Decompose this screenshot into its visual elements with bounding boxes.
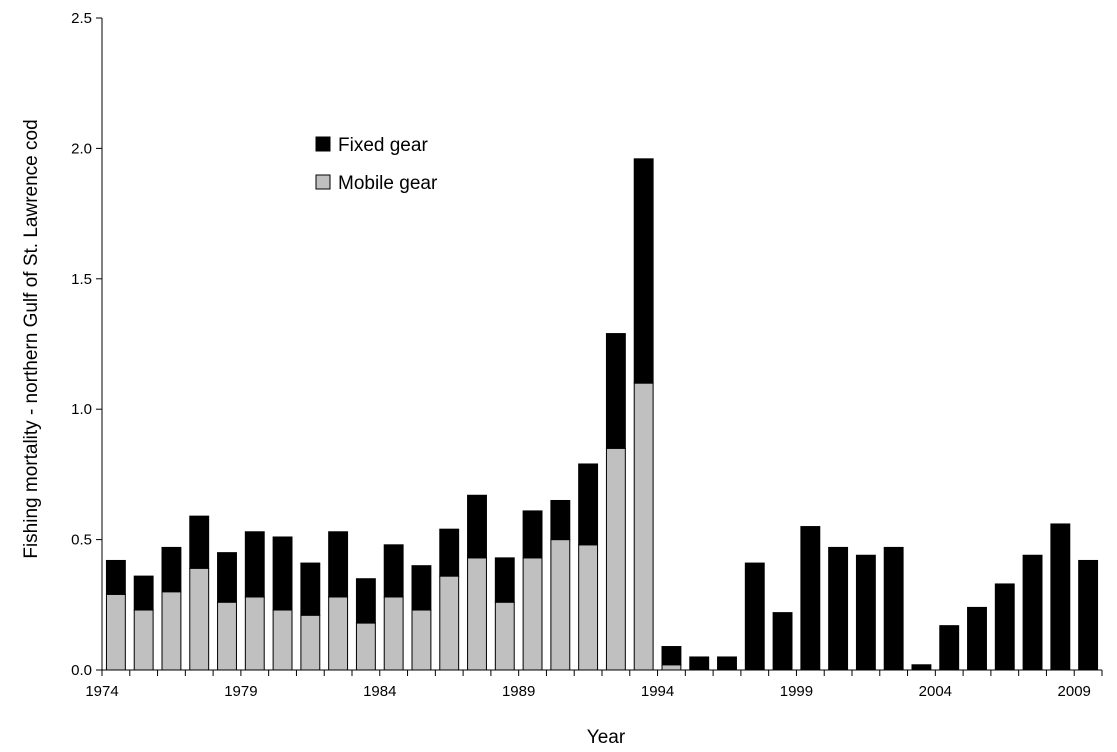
bar-mobile-gear-1994	[661, 664, 682, 671]
bar-fixed-gear-1996	[717, 656, 737, 671]
bar-fixed-gear-1987	[467, 494, 487, 559]
bar-fixed-gear-1982	[328, 531, 349, 598]
y-tick-label-1.5: 1.5	[71, 271, 92, 288]
bar-mobile-gear-1987	[467, 557, 487, 671]
bar-fixed-gear-2005	[967, 606, 987, 671]
bar-fixed-gear-2006	[994, 583, 1015, 671]
bar-fixed-gear-1983	[355, 578, 376, 624]
legend: Fixed gear Mobile gear	[315, 135, 438, 194]
bar-fixed-gear-2003	[911, 664, 932, 671]
y-tick-label-0.5: 0.5	[71, 532, 92, 549]
bar-fixed-gear-1986	[439, 528, 460, 577]
bar-fixed-gear-1992	[605, 333, 626, 449]
bar-fixed-gear-1976	[161, 546, 182, 593]
bar-fixed-gear-1995	[689, 656, 710, 671]
bar-fixed-gear-1985	[411, 565, 432, 611]
bar-fixed-gear-1975	[133, 575, 154, 611]
bar-mobile-gear-1981	[300, 614, 321, 671]
bar-fixed-gear-2007	[1022, 554, 1043, 671]
bar-mobile-gear-1990	[550, 539, 571, 671]
bar-fixed-gear-1979	[244, 531, 265, 598]
bar-fixed-gear-1974	[105, 559, 126, 595]
y-tick-label-0.0: 0.0	[71, 662, 92, 679]
bar-mobile-gear-1984	[383, 596, 404, 671]
x-tick-label-2009: 2009	[1058, 683, 1091, 700]
bar-mobile-gear-1988	[494, 601, 515, 671]
bar-fixed-gear-1989	[522, 510, 543, 559]
bar-mobile-gear-1986	[439, 575, 460, 671]
bar-fixed-gear-1991	[578, 463, 599, 546]
legend-swatch-fixed-gear	[315, 136, 331, 152]
bar-fixed-gear-2004	[939, 625, 960, 671]
bar-fixed-gear-1978	[217, 552, 237, 603]
y-tick-label-2.5: 2.5	[71, 10, 92, 27]
legend-label-mobile-gear: Mobile gear	[338, 173, 438, 194]
bar-fixed-gear-1993	[633, 158, 654, 384]
x-tick-label-2004: 2004	[919, 683, 952, 700]
bar-mobile-gear-1989	[522, 557, 543, 671]
bar-mobile-gear-1974	[105, 593, 126, 671]
bar-fixed-gear-1977	[189, 515, 210, 569]
bar-fixed-gear-2009	[1078, 559, 1099, 671]
x-tick-label-1994: 1994	[641, 683, 674, 700]
legend-swatch-mobile-gear	[315, 174, 331, 190]
bar-fixed-gear-1994	[661, 646, 682, 666]
bar-fixed-gear-1998	[772, 612, 793, 671]
bar-mobile-gear-1977	[189, 567, 210, 671]
bar-fixed-gear-1990	[550, 499, 571, 541]
bar-mobile-gear-1992	[605, 447, 626, 671]
axes-layer: 0.0 0.5 1.0 1.5 2.0 2.5 1974 1979 1984 1989 1994 19…	[71, 10, 1103, 700]
legend-label-fixed-gear: Fixed gear	[338, 135, 428, 156]
bar-fixed-gear-2008	[1050, 523, 1071, 671]
y-tick-label-1.0: 1.0	[71, 401, 92, 418]
bar-mobile-gear-1985	[411, 609, 432, 671]
bar-fixed-gear-1997	[744, 562, 765, 671]
x-tick-label-1984: 1984	[363, 683, 396, 700]
bar-mobile-gear-1975	[133, 609, 154, 671]
bar-fixed-gear-2001	[855, 554, 876, 671]
bar-mobile-gear-1991	[578, 544, 599, 671]
y-axis-title: Fishing mortality - northern Gulf of St.…	[21, 119, 42, 558]
bar-fixed-gear-1988	[494, 557, 515, 603]
bar-mobile-gear-1979	[244, 596, 265, 671]
y-tick-label-2.0: 2.0	[71, 140, 92, 157]
bar-fixed-gear-1981	[300, 562, 321, 616]
bar-fixed-gear-2000	[828, 546, 849, 671]
x-tick-label-1979: 1979	[224, 683, 257, 700]
bars-layer	[105, 158, 1099, 671]
bar-mobile-gear-1976	[161, 591, 182, 671]
bar-mobile-gear-1982	[328, 596, 349, 671]
bar-fixed-gear-2002	[883, 546, 904, 671]
bar-fixed-gear-1984	[383, 544, 404, 598]
bar-mobile-gear-1983	[355, 622, 376, 671]
bar-mobile-gear-1980	[272, 609, 293, 671]
bar-fixed-gear-1999	[800, 526, 821, 671]
bar-mobile-gear-1978	[217, 601, 237, 671]
x-tick-label-1989: 1989	[502, 683, 535, 700]
x-axis-title: Year	[587, 727, 626, 748]
bar-fixed-gear-1980	[272, 536, 293, 611]
x-tick-label-1974: 1974	[85, 683, 118, 700]
bar-mobile-gear-1993	[633, 382, 654, 671]
x-tick-label-1999: 1999	[780, 683, 813, 700]
